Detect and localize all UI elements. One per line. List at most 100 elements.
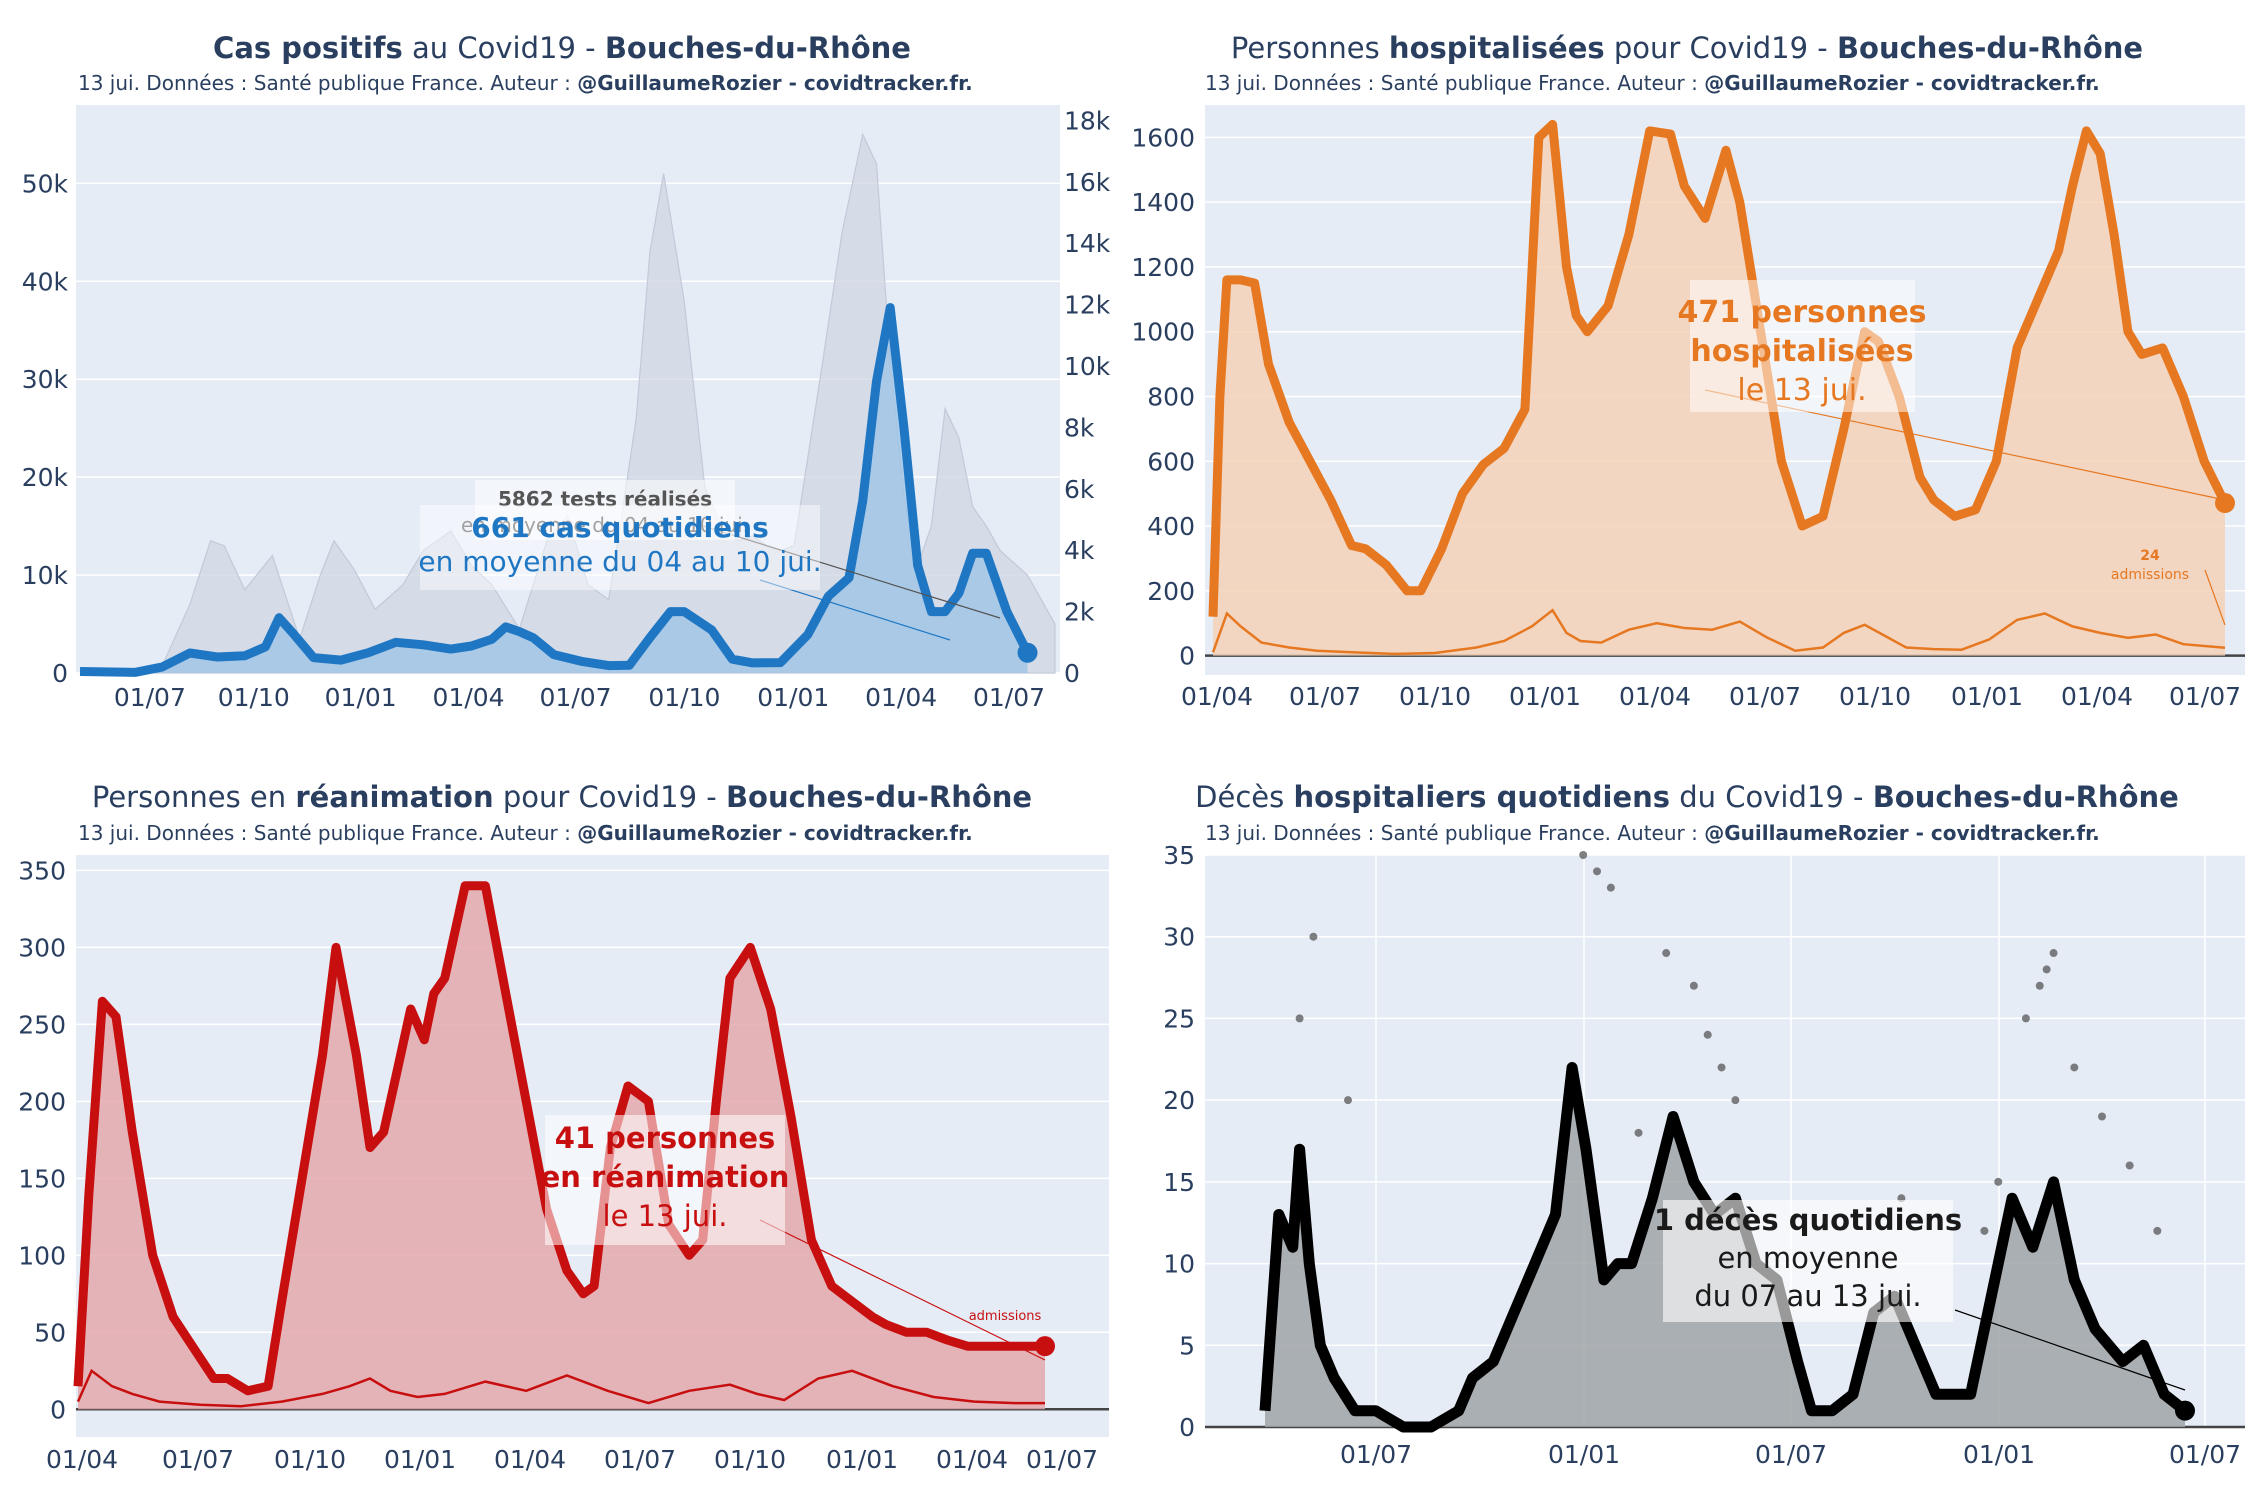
y-tick-label: 200 bbox=[18, 1087, 66, 1116]
cases-line bbox=[79, 303, 1032, 677]
cases-area bbox=[80, 307, 1028, 673]
annotation-text: admissions bbox=[2111, 567, 2189, 583]
title-part: Bouches-du-Rhône bbox=[1837, 31, 2143, 65]
x-tick-label: 01/07 bbox=[1026, 1445, 1098, 1474]
annotation-text: hospitalisées bbox=[1690, 334, 1913, 369]
cases-last-point bbox=[1017, 642, 1038, 663]
daily-point bbox=[2070, 1063, 2079, 1072]
y-tick-label: 1600 bbox=[1131, 123, 1195, 152]
y-tick-label: 800 bbox=[1147, 382, 1195, 411]
x-tick-label: 01/07 bbox=[2169, 682, 2241, 711]
last-point bbox=[1035, 1336, 1055, 1357]
daily-point bbox=[2097, 1112, 2106, 1121]
subtitle-text: 13 jui. Données : Santé publique France.… bbox=[1205, 71, 1704, 95]
x-tick-label: 01/04 bbox=[433, 683, 505, 712]
annotation-box bbox=[420, 505, 820, 590]
chart-panel-deaths: Décès hospitaliers quotidiens du Covid19… bbox=[1125, 750, 2250, 1500]
y2-tick-label: 8k bbox=[1064, 413, 1095, 442]
daily-point bbox=[1980, 1226, 1989, 1235]
title-part: pour Covid19 - bbox=[1605, 31, 1837, 65]
y-tick-label: 400 bbox=[1147, 512, 1195, 541]
main-area bbox=[78, 885, 1045, 1410]
chart-title: Décès hospitaliers quotidiens du Covid19… bbox=[1195, 780, 2179, 814]
annotation-text: en moyenne du 04 au 10 jui. bbox=[461, 513, 749, 537]
annotation-box bbox=[1690, 280, 1915, 412]
y-tick-label: 30 bbox=[1163, 923, 1195, 952]
daily-point bbox=[1593, 867, 1602, 876]
chart-subtitle: 13 jui. Données : Santé publique France.… bbox=[78, 71, 973, 95]
annotation-text: du 07 au 13 jui. bbox=[1694, 1279, 1921, 1313]
y-tick-label: 50k bbox=[22, 169, 69, 198]
y2-tick-label: 16k bbox=[1064, 168, 1111, 197]
y-tick-label: 10 bbox=[1163, 1250, 1195, 1279]
y2-tick-label: 2k bbox=[1064, 598, 1095, 627]
daily-point bbox=[2153, 1226, 2162, 1235]
subtitle-author: @GuillaumeRozier - covidtracker.fr. bbox=[577, 821, 972, 845]
y-tick-label: 0 bbox=[1179, 1413, 1195, 1442]
annotation-text: en réanimation bbox=[541, 1160, 790, 1194]
daily-point bbox=[1703, 1030, 1712, 1039]
x-tick-label: 01/10 bbox=[648, 683, 720, 712]
annotation-text: 1 décès quotidiens bbox=[1654, 1203, 1962, 1237]
tests-area bbox=[79, 132, 1056, 674]
chart-icu: Personnes en réanimation pour Covid19 - … bbox=[18, 780, 1109, 1474]
x-tick-label: 01/04 bbox=[936, 1445, 1008, 1474]
daily-point bbox=[2042, 965, 2051, 974]
x-tick-label: 01/07 bbox=[114, 683, 186, 712]
subtitle-text: 13 jui. Données : Santé publique France.… bbox=[78, 71, 577, 95]
x-tick-label: 01/01 bbox=[1951, 682, 2023, 711]
annotation-text: 5862 tests réalisés bbox=[498, 487, 712, 511]
y-tick-label: 10k bbox=[22, 561, 69, 590]
subtitle-author: @GuillaumeRozier - covidtracker.fr. bbox=[1704, 71, 2099, 95]
y-tick-label: 15 bbox=[1163, 1168, 1195, 1197]
daily-point bbox=[1295, 1014, 1304, 1023]
y-tick-label: 1400 bbox=[1131, 188, 1195, 217]
chart-hospital: Personnes hospitalisées pour Covid19 - B… bbox=[1131, 31, 2245, 711]
daily-point bbox=[1731, 1096, 1740, 1105]
y-tick-label: 0 bbox=[52, 659, 68, 688]
y2-tick-label: 18k bbox=[1064, 106, 1111, 135]
title-part: Bouches-du-Rhône bbox=[1873, 780, 2179, 814]
chart-title: Personnes en réanimation pour Covid19 - … bbox=[92, 780, 1032, 814]
title-part: Personnes en bbox=[92, 780, 295, 814]
y-tick-label: 20 bbox=[1163, 1086, 1195, 1115]
title-part: pour Covid19 - bbox=[494, 780, 726, 814]
admissions-line bbox=[1211, 608, 2226, 656]
y-tick-label: 30k bbox=[22, 365, 69, 394]
chart-panel-hospital: Personnes hospitalisées pour Covid19 - B… bbox=[1125, 0, 2250, 750]
annotation-box bbox=[1663, 1200, 1953, 1322]
x-tick-label: 01/01 bbox=[325, 683, 397, 712]
annotation-arrow bbox=[1954, 1309, 2186, 1391]
annotation-arrow bbox=[759, 1219, 1046, 1361]
y-tick-label: 0 bbox=[1179, 642, 1195, 671]
y2-tick-label: 4k bbox=[1064, 536, 1095, 565]
y2-tick-label: 0 bbox=[1064, 659, 1080, 688]
last-point bbox=[2175, 1400, 2195, 1421]
x-tick-label: 01/01 bbox=[826, 1445, 898, 1474]
annotation-text: admissions bbox=[969, 1309, 1042, 1324]
chart-title: Cas positifs au Covid19 - Bouches-du-Rhô… bbox=[213, 31, 911, 65]
y-tick-label: 5 bbox=[1179, 1331, 1195, 1360]
subtitle-text: 13 jui. Données : Santé publique France.… bbox=[1205, 821, 1704, 845]
x-tick-label: 01/07 bbox=[162, 1445, 234, 1474]
main-line bbox=[1259, 1062, 2189, 1433]
y2-tick-label: 10k bbox=[1064, 352, 1111, 381]
annotation-text: 41 personnes bbox=[555, 1121, 776, 1155]
y-tick-label: 40k bbox=[22, 267, 69, 296]
title-part: hospitalisées bbox=[1389, 31, 1605, 65]
x-tick-label: 01/10 bbox=[274, 1445, 346, 1474]
daily-point bbox=[2021, 1014, 2030, 1023]
x-tick-label: 01/07 bbox=[2169, 1440, 2241, 1469]
x-tick-label: 01/07 bbox=[539, 683, 611, 712]
x-tick-label: 01/01 bbox=[1548, 1440, 1620, 1469]
annotation-text: le 13 jui. bbox=[603, 1199, 728, 1233]
annotation-text: 471 personnes bbox=[1677, 295, 1926, 330]
daily-point bbox=[2049, 949, 2058, 958]
x-tick-label: 01/04 bbox=[865, 683, 937, 712]
chart-subtitle: 13 jui. Données : Santé publique France.… bbox=[1205, 71, 2100, 95]
chart-subtitle: 13 jui. Données : Santé publique France.… bbox=[78, 821, 973, 845]
y-tick-label: 50 bbox=[34, 1318, 66, 1347]
x-tick-label: 01/04 bbox=[1619, 682, 1691, 711]
x-tick-label: 01/04 bbox=[1181, 682, 1253, 711]
chart-panel-cases: Cas positifs au Covid19 - Bouches-du-Rhô… bbox=[0, 0, 1125, 750]
